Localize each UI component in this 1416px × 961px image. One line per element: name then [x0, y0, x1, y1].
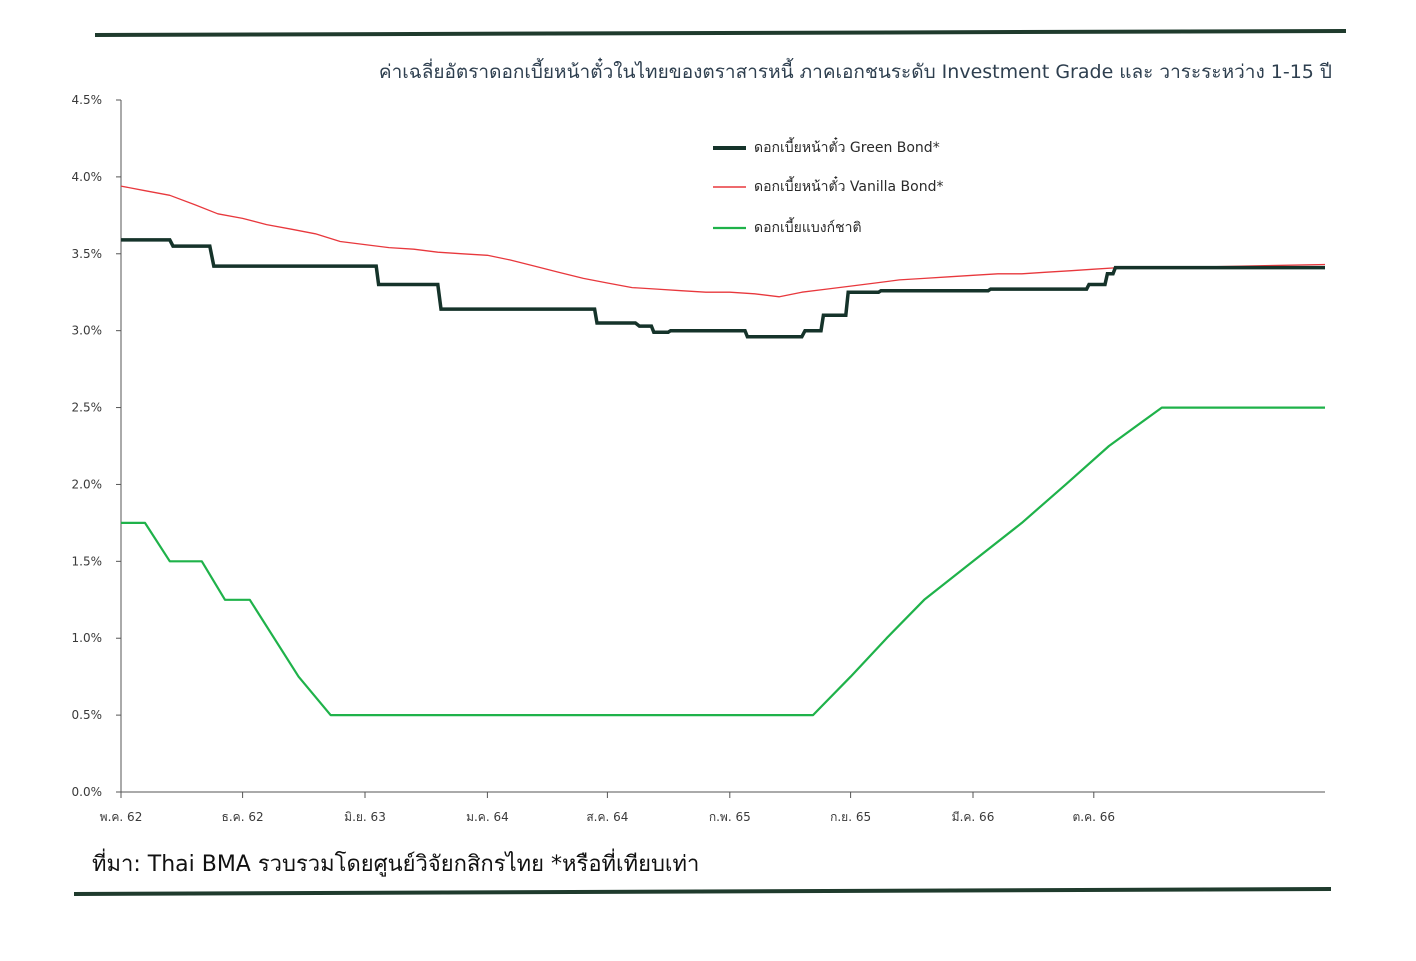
y-tick-label: 4.5% [72, 93, 103, 107]
series-layer [120, 185, 1326, 717]
x-tick-label: มิ.ย. 63 [344, 810, 386, 824]
y-tick-label: 0.0% [72, 785, 103, 799]
legend-label-policy-rate: ดอกเบี้ยแบงก์ชาติ [754, 217, 862, 236]
y-tick-label: 2.0% [72, 477, 103, 491]
series-line-0 [121, 238, 1325, 339]
x-axis: พ.ค. 62 ธ.ค. 62 มิ.ย. 63 ม.ค. 64 ส.ค. 64 ก.พ.… [100, 791, 1325, 824]
y-tick-label: 4.0% [72, 170, 103, 184]
chart-title: ค่าเฉลี่ยอัตราดอกเบี้ยหน้าตั๋วในไทยของตร… [379, 57, 1332, 83]
series-line-2 [121, 406, 1325, 717]
x-tick-label: ต.ค. 66 [1073, 810, 1116, 824]
bottom-rule [73, 887, 1332, 896]
x-tick-label: ธ.ค. 62 [222, 810, 264, 824]
legend-label-vanilla-bond: ดอกเบี้ยหน้าตั๋ว Vanilla Bond* [754, 176, 944, 195]
y-axis: 0.0% 0.5% 1.0% 1.5% 2.0% 2.5% 3.0% 3.5% 4.0% 4.5% [72, 93, 122, 799]
y-tick-label: 1.5% [72, 554, 103, 568]
y-tick-label: 3.0% [72, 324, 103, 338]
x-tick-label: พ.ค. 62 [100, 810, 143, 824]
legend-label-green-bond: ดอกเบี้ยหน้าตั๋ว Green Bond* [754, 137, 940, 156]
x-tick-label: มี.ค. 66 [952, 810, 995, 824]
top-rule [94, 29, 1347, 37]
y-tick-label: 1.0% [72, 631, 103, 645]
source-note: ที่มา: Thai BMA รวบรวมโดยศูนย์วิจัยกสิกร… [92, 852, 700, 877]
x-tick-label: ก.ย. 65 [830, 810, 871, 824]
y-tick-label: 3.5% [72, 247, 103, 261]
y-tick-label: 2.5% [72, 401, 103, 415]
x-tick-label: ก.พ. 65 [709, 810, 751, 824]
legend: ดอกเบี้ยหน้าตั๋ว Green Bond* ดอกเบี้ยหน้… [713, 137, 944, 236]
series-line-1 [120, 185, 1326, 298]
y-tick-label: 0.5% [72, 708, 103, 722]
x-tick-label: ส.ค. 64 [586, 810, 628, 824]
x-tick-label: ม.ค. 64 [466, 810, 509, 824]
